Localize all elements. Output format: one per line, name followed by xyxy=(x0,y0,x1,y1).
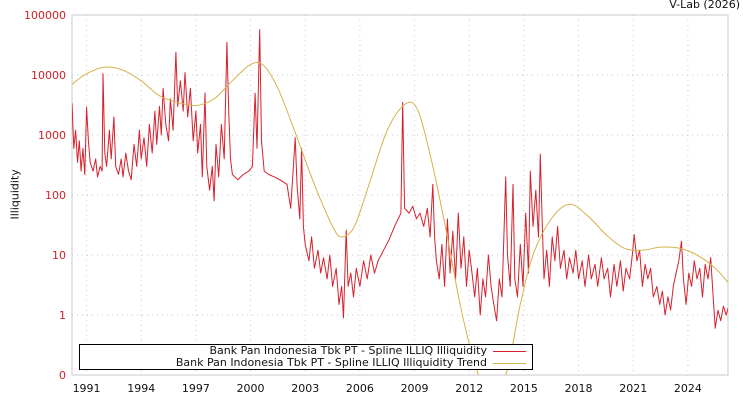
x-tick-label: 2021 xyxy=(619,382,647,395)
y-tick-label: 1000 xyxy=(38,129,66,142)
y-tick-label: 100000 xyxy=(24,9,66,22)
plot-frame xyxy=(71,14,729,376)
y-tick-label: 1 xyxy=(59,309,66,322)
x-tick-label: 2018 xyxy=(565,382,593,395)
legend-swatch-illiquidity xyxy=(493,350,526,352)
x-tick-label: 1997 xyxy=(182,382,210,395)
legend-item-illiquidity: Bank Pan Indonesia Tbk PT - Spline ILLIQ… xyxy=(209,345,526,357)
x-tick-label: 1994 xyxy=(127,382,155,395)
y-tick-label: 0 xyxy=(59,369,66,382)
x-tick-label: 2006 xyxy=(346,382,374,395)
x-tick-label: 1991 xyxy=(73,382,101,395)
series-trend-line xyxy=(72,61,728,375)
x-tick-label: 2012 xyxy=(455,382,483,395)
legend-swatch-trend xyxy=(493,362,526,364)
legend-label-illiquidity: Bank Pan Indonesia Tbk PT - Spline ILLIQ… xyxy=(209,344,487,357)
x-tick-label: 2000 xyxy=(237,382,265,395)
y-tick-label: 100 xyxy=(45,189,66,202)
legend-item-trend: Bank Pan Indonesia Tbk PT - Spline ILLIQ… xyxy=(176,357,526,369)
x-tick-label: 2009 xyxy=(401,382,429,395)
x-tick-label: 2003 xyxy=(291,382,319,395)
legend: Bank Pan Indonesia Tbk PT - Spline ILLIQ… xyxy=(79,344,533,370)
x-tick-label: 2015 xyxy=(510,382,538,395)
y-tick-label: 10000 xyxy=(31,69,66,82)
legend-label-trend: Bank Pan Indonesia Tbk PT - Spline ILLIQ… xyxy=(175,356,487,369)
series-illiquidity-line xyxy=(72,29,728,329)
x-tick-label: 2024 xyxy=(674,382,702,395)
chart-credit: V-Lab (2026) xyxy=(669,0,740,11)
y-tick-label: 10 xyxy=(52,249,66,262)
